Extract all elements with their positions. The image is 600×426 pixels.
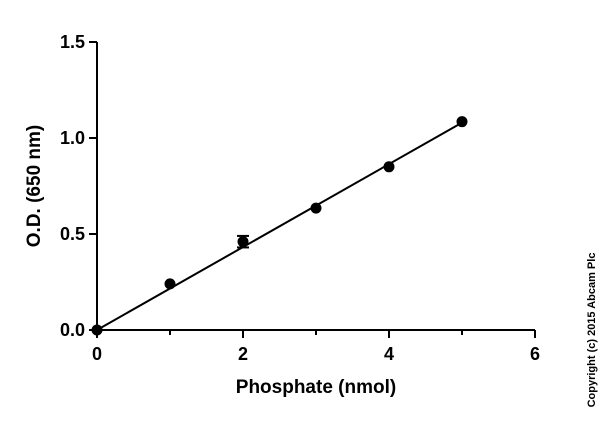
x-tick-label: 6: [530, 344, 540, 364]
data-point: [383, 161, 395, 173]
y-axis-label: O.D. (650 nm): [24, 125, 45, 247]
fit-line: [96, 121, 463, 331]
y-tick-label: 1.0: [60, 128, 85, 148]
data-point: [237, 236, 249, 248]
fit-line-group: [96, 121, 463, 331]
data-point: [310, 202, 322, 214]
x-tick-label: 2: [238, 344, 248, 364]
copyright-text: Copyright (c) 2015 Abcam Plc: [586, 253, 598, 408]
ticks: [89, 41, 536, 338]
data-point: [456, 116, 468, 128]
x-tick-label: 0: [92, 344, 102, 364]
axes: [96, 42, 535, 331]
y-tick-label: 0.5: [60, 224, 85, 244]
tick-labels: 0 2 4 6 0.0 0.5 1.0 1.5: [60, 32, 540, 364]
x-tick-label: 4: [384, 344, 394, 364]
y-tick-label: 1.5: [60, 32, 85, 52]
y-tick-label: 0.0: [60, 320, 85, 340]
data-point: [91, 324, 103, 336]
data-points: [91, 116, 468, 336]
x-axis-label: Phosphate (nmol): [236, 377, 396, 398]
data-point: [164, 278, 176, 290]
